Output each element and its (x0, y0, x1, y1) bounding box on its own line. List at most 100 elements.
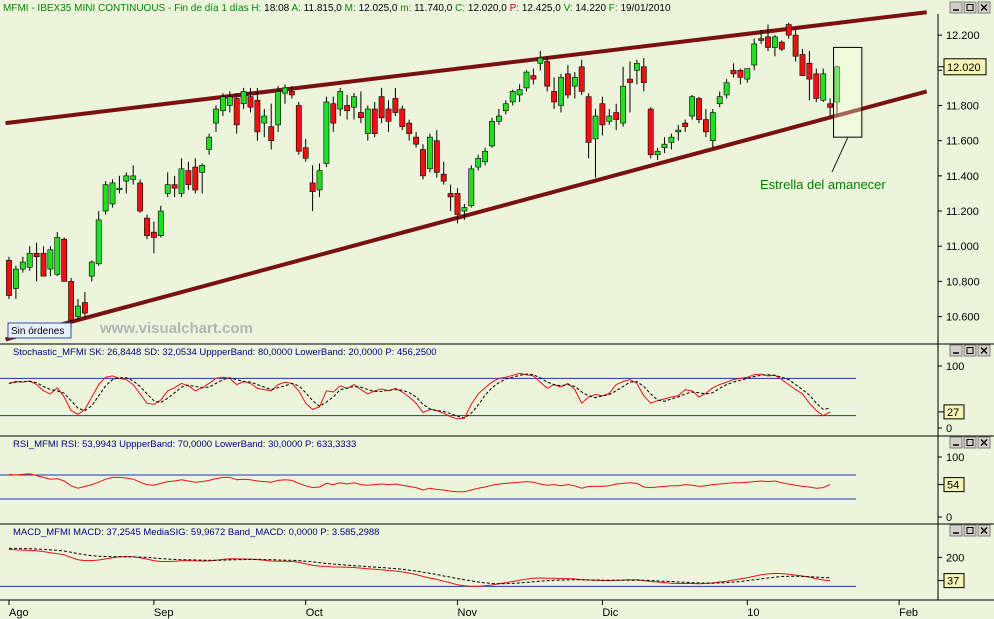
candle-body (820, 73, 827, 101)
rsi-panel: 100 0 54 (0, 452, 965, 524)
candle-body (723, 82, 730, 96)
candle-body (399, 108, 406, 127)
candle (737, 68, 744, 85)
candle (26, 246, 33, 271)
stochastic-panel: 100 0 27 (0, 361, 965, 435)
candle (675, 124, 682, 141)
status-label: Sin órdenes (11, 326, 64, 337)
close-button[interactable] (977, 1, 991, 14)
candle-body (378, 96, 385, 119)
candle (551, 77, 557, 110)
close-button[interactable] (977, 524, 991, 537)
candle-body (530, 75, 537, 80)
stochastic-header: Stochastic_MFMI SK: 26,8448 SD: 32,0534 … (13, 347, 437, 358)
maximize-button-frame (963, 344, 977, 357)
candle-body (282, 87, 288, 94)
candle-body (47, 249, 54, 270)
candle (689, 94, 695, 120)
y-tick-label: 100 (946, 452, 964, 464)
candle-body (834, 66, 840, 103)
series-line (8, 548, 831, 587)
y-tick-label: 100 (946, 361, 964, 373)
candle-body (758, 38, 764, 41)
candle-body (192, 166, 199, 191)
minimize-button[interactable] (949, 344, 963, 357)
candlestick-series (6, 22, 840, 328)
candle (213, 105, 219, 132)
candle (392, 87, 399, 117)
candle-body (357, 112, 364, 119)
y-tick-label: 11.000 (946, 241, 979, 253)
candle (523, 70, 530, 92)
last-value-label: 54 (947, 480, 959, 492)
candle (88, 260, 95, 282)
candle-body (640, 66, 647, 83)
candle (371, 101, 378, 138)
candle (199, 163, 206, 194)
close-button[interactable] (977, 344, 991, 357)
last-price-label: 12.020 (947, 62, 981, 74)
candle (116, 175, 123, 194)
candle-body (654, 150, 661, 156)
candle (33, 242, 40, 282)
candle-body (164, 184, 171, 194)
trendlines (5, 10, 928, 342)
candle-body (82, 302, 88, 314)
candle-body (19, 261, 26, 270)
candle-body (675, 129, 682, 133)
x-tick-label: Dic (602, 607, 618, 619)
candle (192, 158, 199, 194)
candle (592, 109, 599, 178)
candle-body (323, 101, 330, 164)
series-line (8, 473, 831, 493)
candle (82, 291, 88, 317)
candle (509, 89, 516, 106)
candle (13, 265, 19, 300)
candle-body (827, 103, 833, 108)
candle-body (137, 182, 143, 212)
maximize-button[interactable] (963, 436, 977, 449)
close-button[interactable] (977, 436, 991, 449)
candle (633, 59, 640, 85)
minimize-button[interactable] (949, 436, 963, 449)
candle-body (61, 238, 68, 282)
candle-body (502, 103, 509, 112)
highlight-rect (833, 46, 863, 138)
y-tick-label: 11.600 (946, 136, 979, 148)
candle-body (799, 54, 806, 76)
chart-header: MFMI - IBEX35 MINI CONTINUOUS - Fin de d… (3, 3, 671, 14)
candle (468, 165, 475, 208)
maximize-icon (966, 347, 974, 354)
maximize-button[interactable] (963, 524, 977, 537)
candle (654, 147, 661, 161)
macd-header: MACD_MFMI MACD: 37,2545 MediaSIG: 59,967… (13, 527, 379, 538)
window-buttons (949, 1, 991, 537)
candle-body (371, 108, 378, 134)
candle-body (420, 149, 426, 177)
candle (751, 38, 758, 71)
minimize-button[interactable] (949, 524, 963, 537)
candle (351, 93, 357, 120)
series-line (8, 373, 831, 419)
candle-body (95, 219, 102, 265)
candle (599, 96, 606, 136)
maximize-icon (966, 439, 974, 446)
candle-body (620, 85, 626, 124)
candle-body (109, 182, 116, 205)
header-part: MFMI - IBEX35 MINI CONTINUOUS - Fin de d… (3, 3, 249, 14)
status-badge[interactable]: Sin órdenes (7, 322, 72, 339)
maximize-button[interactable] (963, 1, 977, 14)
trendline (5, 10, 927, 126)
candle-body (571, 77, 578, 87)
candle-body (185, 170, 192, 185)
rsi-header: RSI_MFMI RSI: 53,9943 UppperBand: 70,000… (13, 439, 356, 450)
maximize-button[interactable] (963, 344, 977, 357)
y-tick-label: 10.800 (946, 276, 980, 288)
candle (68, 277, 74, 328)
candle (489, 117, 495, 148)
minimize-button[interactable] (949, 1, 963, 14)
candle-body (509, 91, 516, 103)
candle-body (385, 108, 392, 122)
candle-body (440, 173, 447, 182)
